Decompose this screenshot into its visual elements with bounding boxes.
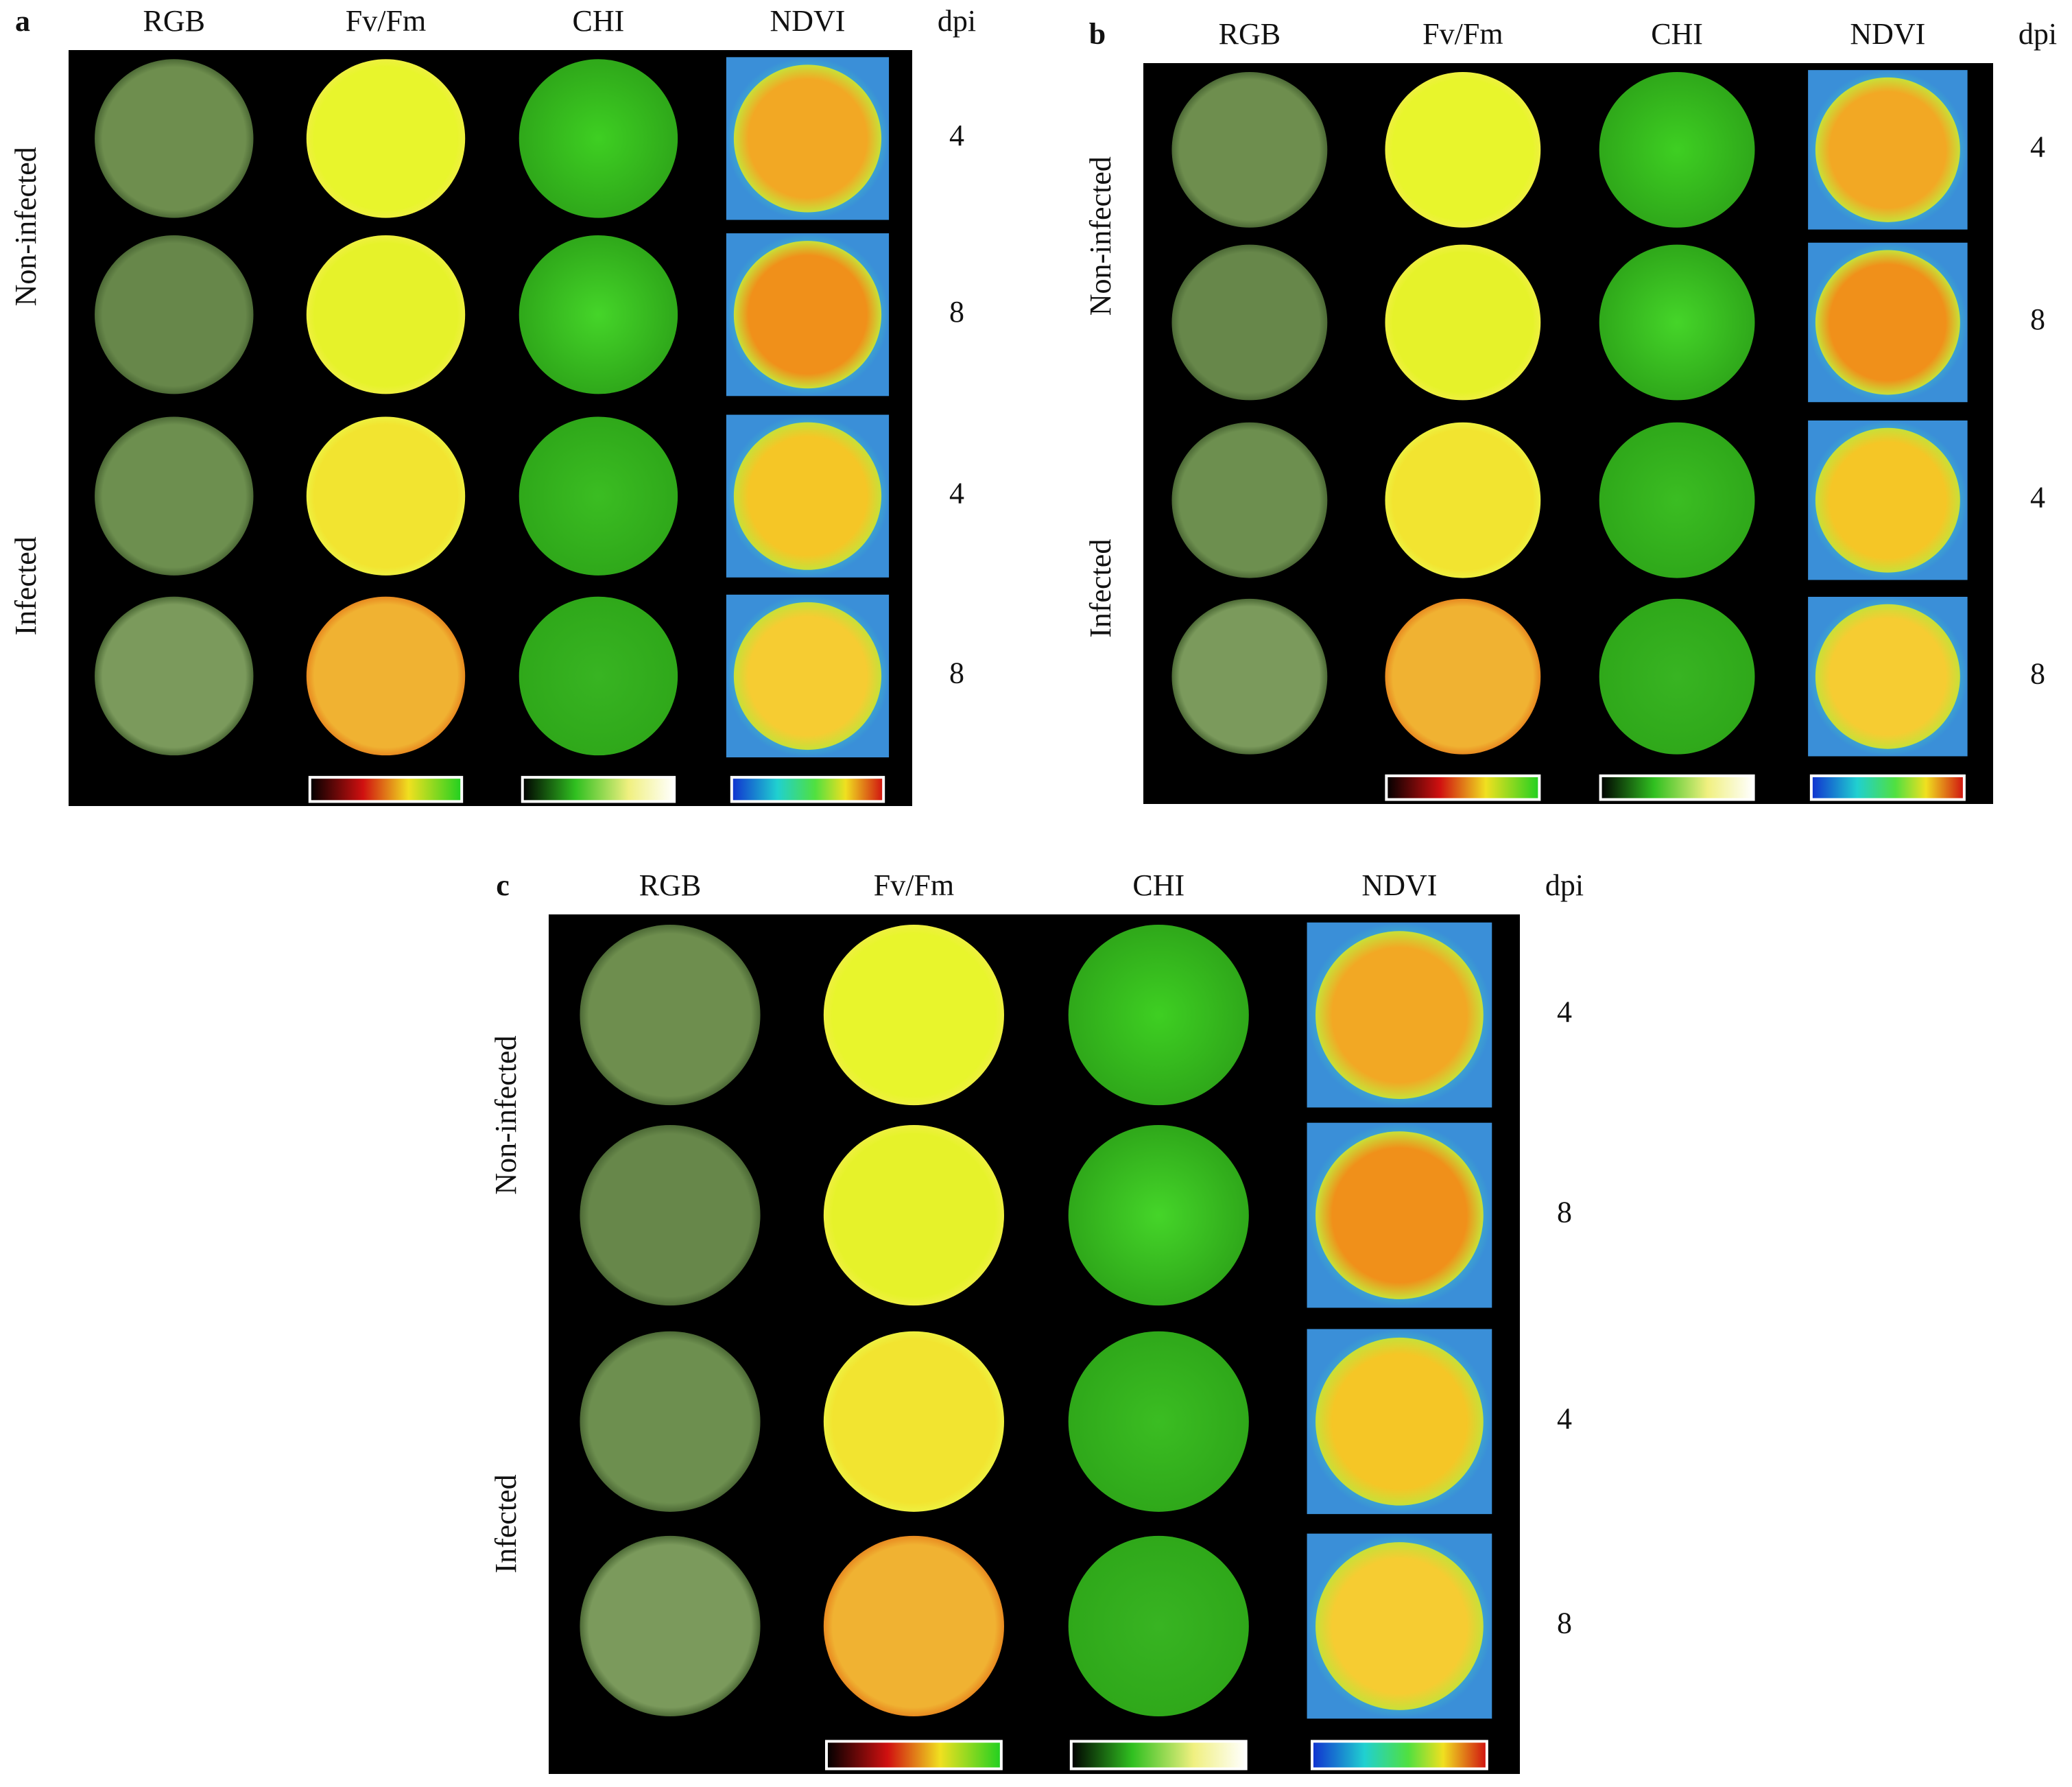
- dpi-value: 4: [1557, 1401, 1572, 1435]
- color-bar: [308, 776, 464, 803]
- dpi-value: 4: [2030, 130, 2045, 163]
- fvfm-leaf: [823, 925, 1004, 1106]
- column-header: Fv/Fm: [1422, 17, 1503, 51]
- ndvi-leaf: [1815, 77, 1960, 222]
- dpi-value: 8: [2030, 303, 2045, 336]
- chi-leaf: [1599, 598, 1755, 755]
- column-header: CHI: [573, 4, 625, 38]
- column-header: RGB: [1219, 17, 1281, 51]
- panel-label: c: [496, 868, 510, 902]
- chi-leaf: [1068, 925, 1249, 1106]
- column-header: NDVI: [770, 4, 845, 38]
- dpi-value: 8: [949, 295, 964, 329]
- row-group-label: Infected: [1084, 539, 1117, 638]
- color-bar: [1069, 1740, 1248, 1771]
- chi-leaf: [519, 235, 678, 394]
- dpi-value: 4: [2030, 480, 2045, 514]
- rgb-leaf: [1171, 71, 1328, 228]
- ndvi-leaf: [733, 422, 882, 570]
- dpi-value: 8: [1557, 1196, 1572, 1229]
- fvfm-leaf: [1385, 71, 1541, 228]
- rgb-leaf: [580, 1331, 761, 1512]
- column-header: NDVI: [1361, 868, 1437, 902]
- dpi-value: 8: [2030, 656, 2045, 690]
- dpi-value: 4: [1557, 995, 1572, 1029]
- row-group-label: Non-infected: [489, 1036, 523, 1195]
- chi-leaf: [1068, 1331, 1249, 1512]
- column-header: RGB: [639, 868, 701, 902]
- fvfm-leaf: [306, 59, 466, 218]
- color-bar: [1385, 774, 1541, 801]
- chi-leaf: [519, 416, 678, 576]
- fvfm-leaf: [1385, 422, 1541, 578]
- fvfm-leaf: [306, 416, 466, 576]
- ndvi-leaf: [1315, 931, 1484, 1099]
- column-header: Fv/Fm: [874, 868, 954, 902]
- ndvi-leaf: [1815, 604, 1960, 749]
- rgb-leaf: [95, 416, 254, 576]
- dpi-header: dpi: [2019, 17, 2057, 51]
- row-group-label: Infected: [9, 536, 43, 635]
- color-bar: [824, 1740, 1003, 1771]
- rgb-leaf: [1171, 598, 1328, 755]
- column-header: CHI: [1651, 17, 1703, 51]
- column-header: CHI: [1132, 868, 1184, 902]
- rgb-leaf: [580, 1535, 761, 1717]
- chi-leaf: [1068, 1535, 1249, 1717]
- ndvi-leaf: [1315, 1131, 1484, 1299]
- color-bar: [1599, 774, 1755, 801]
- color-bar: [521, 776, 676, 803]
- dpi-value: 8: [1557, 1607, 1572, 1640]
- chi-leaf: [1068, 1124, 1249, 1306]
- fvfm-leaf: [306, 596, 466, 756]
- row-group-label: Non-infected: [1084, 156, 1117, 316]
- dpi-header: dpi: [938, 4, 976, 38]
- row-group-label: Infected: [489, 1474, 523, 1573]
- chi-leaf: [1599, 71, 1755, 228]
- fvfm-leaf: [1385, 244, 1541, 401]
- dpi-header: dpi: [1545, 868, 1584, 902]
- ndvi-leaf: [1815, 427, 1960, 573]
- fvfm-leaf: [1385, 598, 1541, 755]
- fvfm-leaf: [823, 1331, 1004, 1512]
- rgb-leaf: [95, 235, 254, 394]
- column-header: NDVI: [1850, 17, 1925, 51]
- color-bar: [730, 776, 885, 803]
- rgb-leaf: [1171, 422, 1328, 578]
- rgb-leaf: [580, 1124, 761, 1306]
- ndvi-leaf: [733, 64, 882, 213]
- ndvi-leaf: [733, 241, 882, 389]
- ndvi-leaf: [733, 602, 882, 750]
- color-bar: [1310, 1740, 1488, 1771]
- ndvi-leaf: [1315, 1337, 1484, 1506]
- rgb-leaf: [95, 596, 254, 756]
- rgb-leaf: [95, 59, 254, 218]
- dpi-value: 8: [949, 656, 964, 690]
- ndvi-leaf: [1815, 250, 1960, 395]
- fvfm-leaf: [823, 1535, 1004, 1717]
- chi-leaf: [519, 596, 678, 756]
- color-bar: [1809, 774, 1966, 801]
- dpi-value: 4: [949, 476, 964, 510]
- chi-leaf: [519, 59, 678, 218]
- rgb-leaf: [1171, 244, 1328, 401]
- dpi-value: 4: [949, 119, 964, 152]
- row-group-label: Non-infected: [9, 147, 43, 306]
- rgb-leaf: [580, 925, 761, 1106]
- column-header: RGB: [143, 4, 205, 38]
- chi-leaf: [1599, 422, 1755, 578]
- panel-label: a: [15, 4, 30, 38]
- ndvi-leaf: [1315, 1542, 1484, 1710]
- column-header: Fv/Fm: [346, 4, 426, 38]
- fvfm-leaf: [823, 1124, 1004, 1306]
- chi-leaf: [1599, 244, 1755, 401]
- panel-label: b: [1089, 17, 1106, 51]
- fvfm-leaf: [306, 235, 466, 394]
